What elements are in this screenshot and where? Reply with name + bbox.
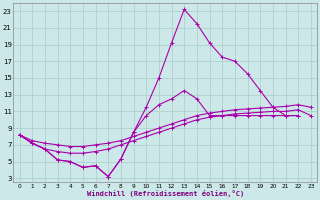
X-axis label: Windchill (Refroidissement éolien,°C): Windchill (Refroidissement éolien,°C) [87, 190, 244, 197]
